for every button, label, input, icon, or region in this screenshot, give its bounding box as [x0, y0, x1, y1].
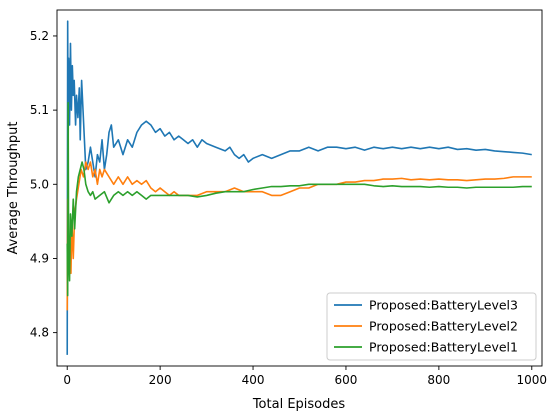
x-axis-label: Total Episodes — [252, 397, 346, 412]
x-tick-label: 600 — [335, 373, 358, 387]
legend-label-1: Proposed:BatteryLevel3 — [369, 298, 518, 313]
legend: Proposed:BatteryLevel3 Proposed:BatteryLe… — [326, 292, 537, 361]
x-tick-label: 400 — [242, 373, 265, 387]
series-line-1 — [66, 20, 532, 355]
x-axis-ticks: 0 200 400 600 800 1000 — [63, 366, 547, 387]
x-tick-label: 0 — [63, 373, 71, 387]
x-tick-label: 800 — [427, 373, 450, 387]
legend-label-2: Proposed:BatteryLevel2 — [369, 319, 518, 334]
x-tick-label: 200 — [149, 373, 172, 387]
legend-box — [326, 292, 537, 361]
series-layer — [66, 20, 532, 355]
series-line-3 — [66, 101, 532, 297]
y-axis-label: Average Throughput — [6, 121, 21, 254]
legend-items: Proposed:BatteryLevel3 Proposed:BatteryLe… — [334, 298, 518, 355]
y-tick-label: 4.8 — [30, 326, 49, 340]
y-tick-label: 4.9 — [30, 251, 49, 265]
x-tick-label: 1000 — [517, 373, 548, 387]
y-axis-ticks: 4.8 4.9 5.0 5.1 5.2 — [30, 29, 57, 340]
y-tick-label: 5.0 — [30, 177, 49, 191]
plot-frame — [56, 9, 543, 367]
y-tick-label: 5.1 — [30, 103, 49, 117]
legend-label-3: Proposed:BatteryLevel1 — [369, 340, 518, 355]
y-tick-label: 5.2 — [30, 29, 49, 43]
